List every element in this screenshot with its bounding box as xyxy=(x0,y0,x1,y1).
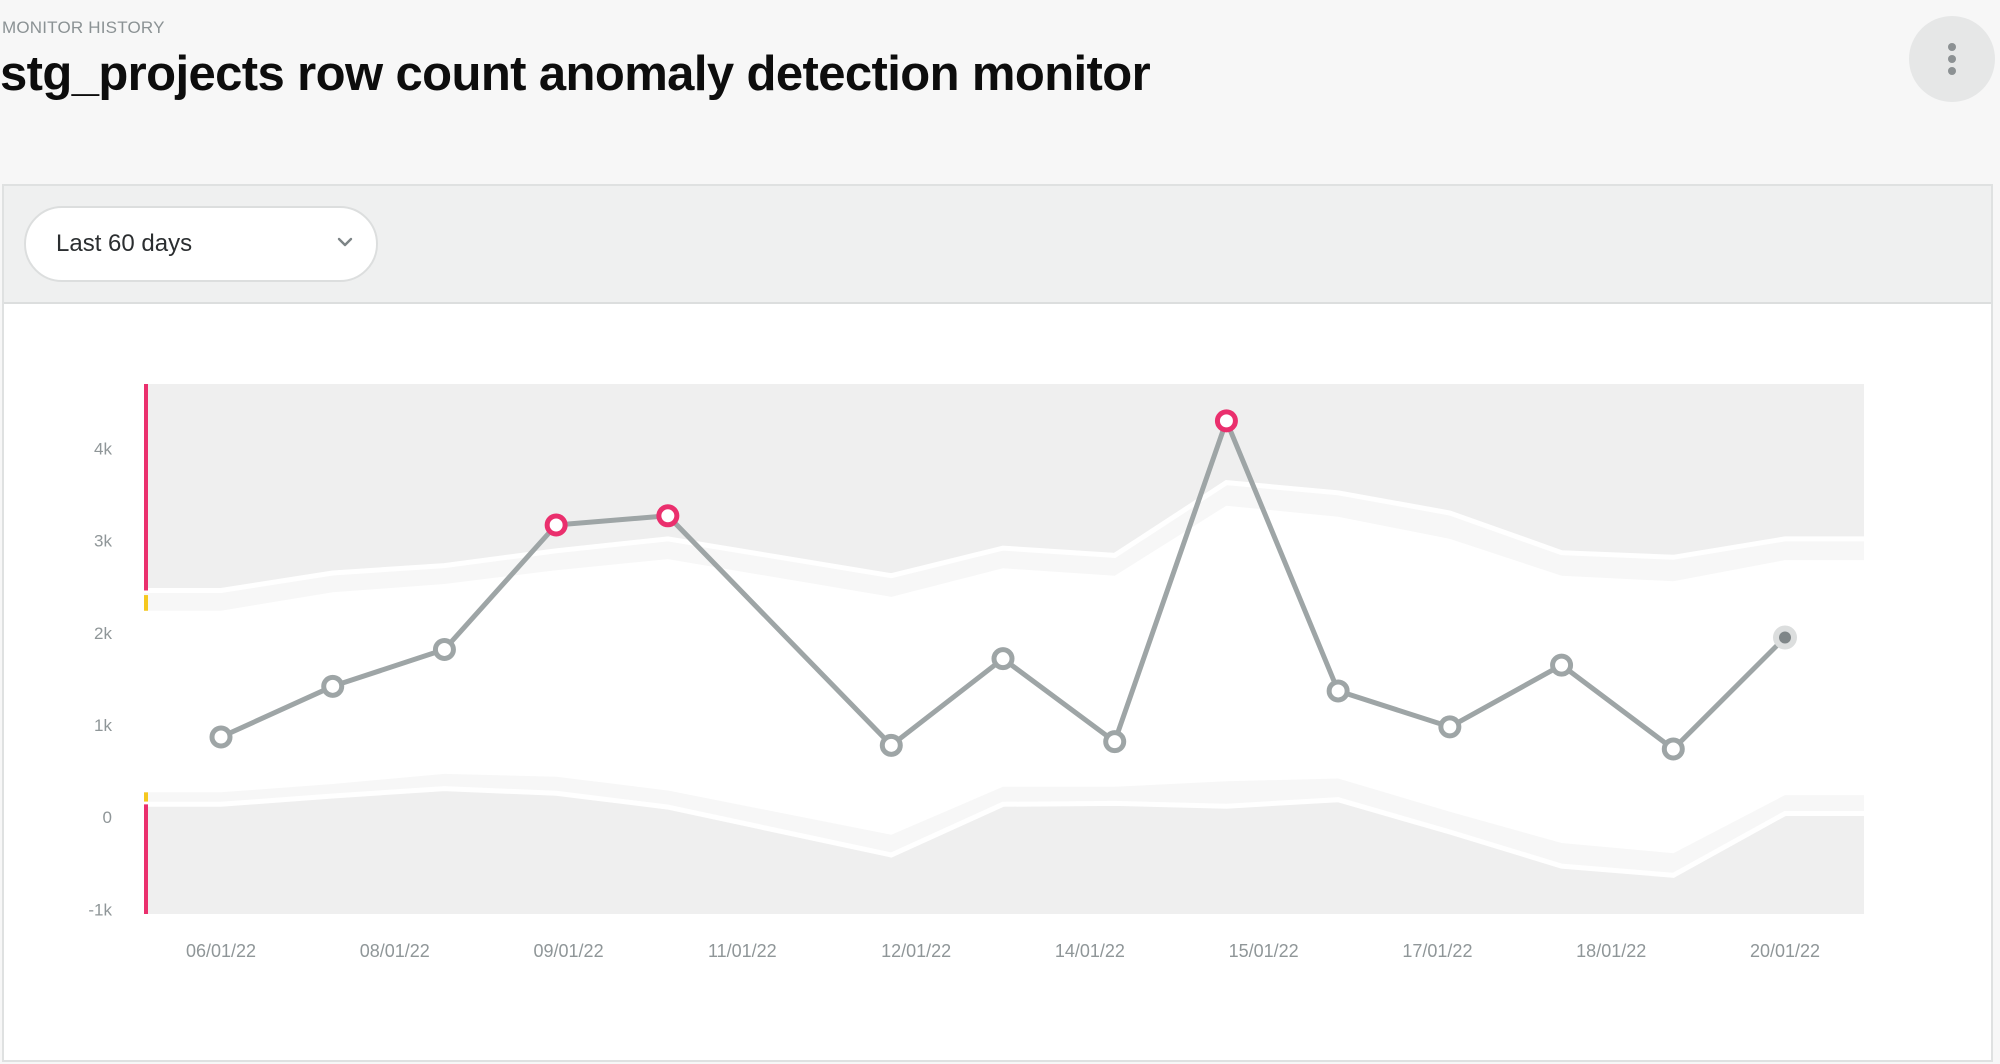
vertical-ellipsis-icon xyxy=(1948,43,1956,75)
chevron-down-icon xyxy=(337,237,353,247)
data-point xyxy=(1326,679,1350,703)
x-tick-label: 20/01/22 xyxy=(1750,941,1820,961)
lower-tolerance-band xyxy=(144,773,1864,876)
series-line xyxy=(218,418,1788,752)
y-tick-label: 4k xyxy=(94,440,112,459)
data-point xyxy=(1661,737,1685,761)
y-tick-label: 2k xyxy=(94,624,112,643)
lower-anomaly-region xyxy=(144,788,1864,914)
data-point xyxy=(321,674,345,698)
chart-toolbar: Last 60 days xyxy=(4,186,1991,304)
expected-range-bands xyxy=(144,384,1864,914)
x-tick-label: 12/01/22 xyxy=(881,941,951,961)
x-axis: 06/01/22 08/01/22 09/01/22 11/01/22 12/01/22… xyxy=(186,941,1820,961)
data-point xyxy=(1438,715,1462,739)
page-title: stg_projects row count anomaly detection… xyxy=(0,47,1151,101)
y-axis: -1k 0 1k 2k 3k 4k xyxy=(88,440,112,920)
upper-tolerance-band xyxy=(144,482,1864,611)
monitor-chart-card: Last 60 days -1k 0 1k 2k 3k 4k 06/01/22 08/01/… xyxy=(2,184,1993,1062)
anomaly-data-point xyxy=(544,513,568,537)
chart-area: -1k 0 1k 2k 3k 4k 06/01/22 08/01/22 09/01/22 11/… xyxy=(4,304,1991,1060)
date-range-select[interactable]: Last 60 days xyxy=(24,206,378,282)
data-point xyxy=(991,647,1015,671)
anomaly-data-point xyxy=(1214,409,1238,433)
upper-threshold-line xyxy=(144,480,1864,593)
upper-anomaly-region xyxy=(144,384,1864,591)
more-options-button[interactable] xyxy=(1909,16,1995,102)
date-range-value: Last 60 days xyxy=(56,230,193,257)
x-tick-label: 09/01/22 xyxy=(534,941,604,961)
y-tick-label: 3k xyxy=(94,532,112,551)
x-tick-label: 14/01/22 xyxy=(1055,941,1125,961)
data-point xyxy=(879,733,903,757)
data-point xyxy=(432,637,456,661)
data-point xyxy=(1550,653,1574,677)
row-count-line-chart: -1k 0 1k 2k 3k 4k 06/01/22 08/01/22 09/01/22 11/… xyxy=(88,384,1864,961)
y-tick-label: 0 xyxy=(103,808,112,827)
y-tick-label: 1k xyxy=(94,716,112,735)
anomaly-data-point xyxy=(656,504,680,528)
x-tick-label: 17/01/22 xyxy=(1402,941,1472,961)
x-tick-label: 06/01/22 xyxy=(186,941,256,961)
x-tick-label: 15/01/22 xyxy=(1229,941,1299,961)
x-tick-label: 18/01/22 xyxy=(1576,941,1646,961)
y-tick-label: -1k xyxy=(88,900,112,919)
x-tick-label: 08/01/22 xyxy=(360,941,430,961)
data-point xyxy=(209,725,233,749)
x-tick-label: 11/01/22 xyxy=(708,941,777,961)
latest-data-point xyxy=(1779,631,1791,644)
row-count-series xyxy=(209,409,1797,761)
lower-threshold-line xyxy=(144,786,1864,878)
section-eyebrow: MONITOR HISTORY xyxy=(2,18,165,37)
data-point xyxy=(1103,730,1127,754)
